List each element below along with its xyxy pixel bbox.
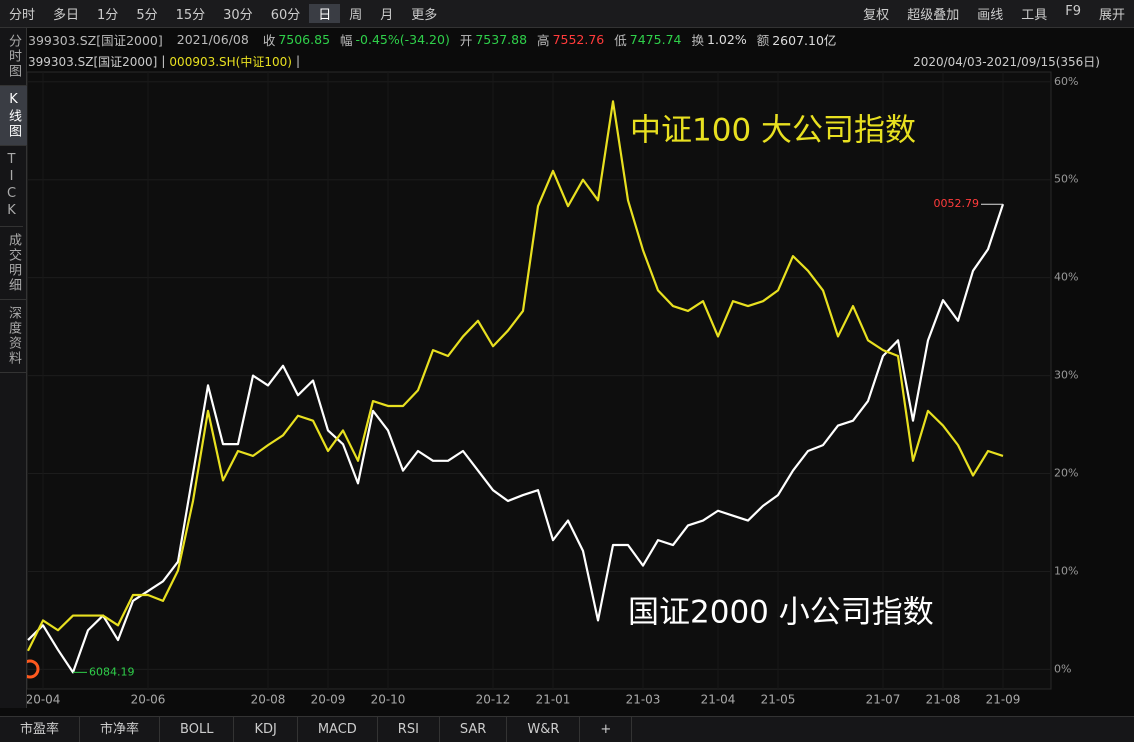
info-label: 收	[262, 32, 276, 48]
side-tab[interactable]: 分时图	[0, 28, 27, 86]
period-tab[interactable]: 30分	[223, 8, 253, 23]
info-label: 低	[614, 32, 627, 48]
y-tick-label: 40%	[1054, 271, 1078, 284]
indicator-tab[interactable]: 市净率	[80, 717, 161, 742]
info-value: 1.02%	[707, 31, 747, 47]
y-tick-label: 60%	[1054, 75, 1078, 88]
info-label: 额	[756, 32, 770, 48]
info-label: 高	[537, 32, 550, 48]
indicator-tab[interactable]: MACD	[298, 717, 378, 742]
x-tick-label: 21-01	[536, 693, 571, 707]
plot-background	[26, 71, 1052, 690]
info-value: 2607.10亿	[772, 32, 837, 48]
tool-button[interactable]: 复权	[863, 8, 890, 23]
last-label: 0052.79	[934, 197, 980, 210]
x-tick-label: 21-09	[986, 693, 1021, 707]
x-tick-label: 21-05	[761, 693, 796, 707]
indicator-tab[interactable]: BOLL	[160, 717, 235, 742]
x-tick-label: 21-03	[626, 693, 661, 707]
indicator-tab[interactable]: RSI	[378, 717, 440, 742]
series-line	[27, 100, 1004, 652]
side-tab[interactable]: TICK	[0, 146, 23, 227]
info-row: 399303.SZ[国证2000] 2021/06/08 收 7506.85 幅 -0.4…	[28, 28, 1128, 50]
info-value: 7506.85	[278, 31, 331, 47]
period-tab[interactable]: 日	[309, 4, 341, 23]
y-tick-label: 30%	[1054, 369, 1078, 382]
y-tick-label: 0%	[1054, 662, 1071, 675]
overlay-symbol: 000903.SH(中证100)	[169, 54, 292, 69]
period-tab[interactable]: 60分	[270, 8, 301, 23]
period-tab[interactable]: 周	[349, 8, 363, 23]
side-tab[interactable]: 深度资料	[0, 300, 27, 373]
chart: 0% 10% 20% 30% 40% 50% 60% 20-04 20-06 20-08 20-09…	[20, 71, 1078, 707]
x-tick-label: 21-07	[866, 693, 901, 707]
series-label: 国证2000 小公司指数	[628, 595, 934, 631]
x-tick-label: 20-12	[476, 693, 511, 707]
info-value: 7552.76	[552, 31, 605, 47]
tool-button[interactable]: 画线	[977, 8, 1004, 23]
x-tick-label: 21-08	[926, 693, 961, 707]
date-range: 2020/04/03-2021/09/15(356日)	[913, 54, 1100, 69]
y-tick-label: 10%	[1054, 564, 1078, 577]
x-tick-label: 21-04	[701, 693, 736, 707]
side-tab[interactable]: 成交明细	[0, 227, 27, 300]
x-tick-label: 20-04	[26, 693, 61, 707]
period-tab[interactable]: 5分	[136, 8, 158, 23]
tool-button[interactable]: 展开	[1098, 8, 1125, 23]
period-tab[interactable]: 1分	[97, 8, 119, 23]
toolbar: 分时 多日 1分 5分 15分 30分 60分日周 月 更多 复权 超级叠加 画线 工具 F9 展开	[0, 0, 1134, 28]
y-tick-label: 20%	[1054, 467, 1078, 480]
info-label: 幅	[340, 32, 353, 48]
low-label: 6084.19	[89, 665, 135, 678]
legend-row: 399303.SZ[国证2000] | 000903.SH(中证100) | 2…	[28, 54, 1100, 69]
series-line	[27, 203, 1005, 674]
x-tick-label: 20-10	[371, 693, 406, 707]
indicator-tab[interactable]: +	[580, 717, 633, 742]
sidebar: 分时图 K线图 TICK 成交明细 深度资料	[0, 28, 27, 708]
period-tab[interactable]: 分时	[9, 8, 36, 23]
side-tab[interactable]: K线图	[0, 86, 27, 146]
period-tab[interactable]: 更多	[411, 8, 438, 23]
bottom-tabs: 市盈率 市净率 BOLL KDJ MACD RSI SAR W&R +	[0, 716, 1134, 742]
x-tick-label: 20-08	[251, 693, 286, 707]
info-value: 7475.74	[629, 31, 682, 47]
info-value: 7537.88	[475, 31, 528, 47]
info-label: 399303.SZ[国证2000]	[28, 32, 163, 48]
indicator-tab[interactable]: W&R	[507, 717, 581, 742]
main-symbol: 399303.SZ[国证2000]	[28, 54, 158, 69]
indicator-tab[interactable]: KDJ	[234, 717, 298, 742]
indicator-tab[interactable]: 市盈率	[0, 717, 81, 742]
y-tick-label: 50%	[1054, 173, 1078, 186]
info-label: 开	[459, 32, 473, 48]
tool-button[interactable]: 超级叠加	[907, 8, 960, 23]
indicator-tab[interactable]: SAR	[440, 717, 508, 742]
period-tab[interactable]: 15分	[175, 8, 206, 23]
info-label: 换	[691, 32, 704, 48]
tool-button[interactable]: 工具	[1021, 8, 1048, 23]
tool-button[interactable]: F9	[1065, 4, 1081, 19]
series-label: 中证100 大公司指数	[630, 113, 916, 149]
period-tab[interactable]: 多日	[53, 8, 80, 23]
info-value: -0.45%(-34.20)	[355, 31, 450, 47]
info-label: 2021/06/08	[176, 31, 249, 47]
x-tick-label: 20-06	[131, 693, 166, 707]
x-tick-label: 20-09	[311, 693, 346, 707]
period-tab[interactable]: 月	[380, 8, 394, 23]
